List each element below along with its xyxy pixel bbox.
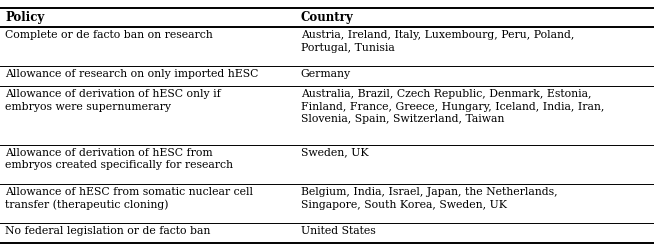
Text: Austria, Ireland, Italy, Luxembourg, Peru, Poland,
Portugal, Tunisia: Austria, Ireland, Italy, Luxembourg, Per… [301, 30, 574, 53]
Text: Allowance of derivation of hESC from
embryos created specifically for research: Allowance of derivation of hESC from emb… [5, 148, 233, 171]
Text: United States: United States [301, 226, 375, 236]
Text: Country: Country [301, 11, 354, 24]
Text: Sweden, UK: Sweden, UK [301, 148, 368, 158]
Text: Australia, Brazil, Czech Republic, Denmark, Estonia,
Finland, France, Greece, Hu: Australia, Brazil, Czech Republic, Denma… [301, 89, 604, 124]
Text: Allowance of derivation of hESC only if
embryos were supernumerary: Allowance of derivation of hESC only if … [5, 89, 221, 112]
Text: Germany: Germany [301, 69, 351, 79]
Text: Complete or de facto ban on research: Complete or de facto ban on research [5, 30, 213, 40]
Text: No federal legislation or de facto ban: No federal legislation or de facto ban [5, 226, 211, 236]
Text: Allowance of hESC from somatic nuclear cell
transfer (therapeutic cloning): Allowance of hESC from somatic nuclear c… [5, 187, 253, 210]
Text: Policy: Policy [5, 11, 44, 24]
Text: Belgium, India, Israel, Japan, the Netherlands,
Singapore, South Korea, Sweden, : Belgium, India, Israel, Japan, the Nethe… [301, 187, 557, 210]
Text: Allowance of research on only imported hESC: Allowance of research on only imported h… [5, 69, 258, 79]
